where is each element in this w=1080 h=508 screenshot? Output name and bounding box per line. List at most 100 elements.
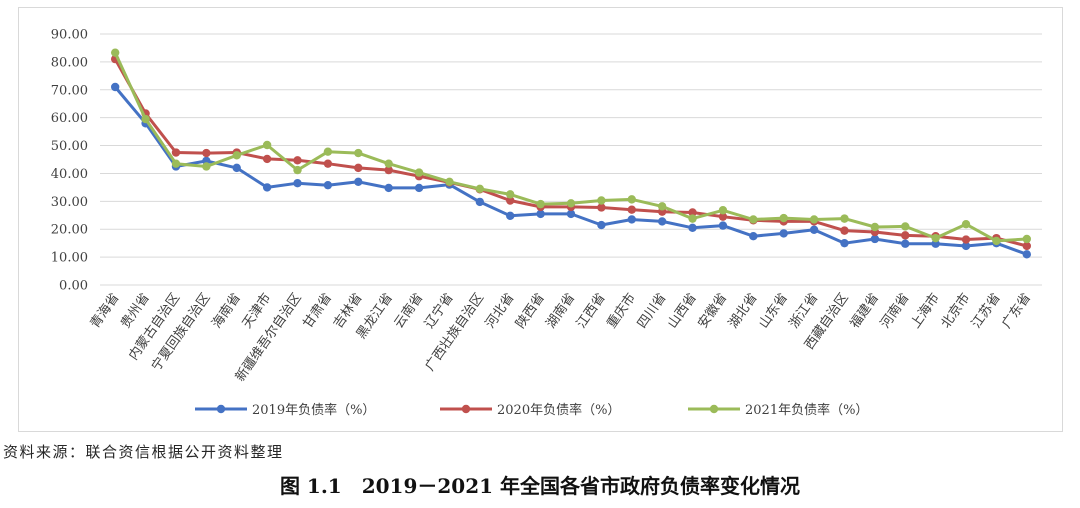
data-point-series-3 <box>262 140 272 150</box>
x-tick-label: 甘肃省 <box>301 291 336 332</box>
x-tick-label: 四川省 <box>635 291 670 332</box>
data-point-series-1 <box>262 183 272 192</box>
data-point-series-1 <box>323 180 333 190</box>
chart-frame <box>18 7 1063 432</box>
x-tick-label: 湖北省 <box>726 291 761 332</box>
legend-marker-1 <box>216 404 226 414</box>
data-point-series-3 <box>354 148 363 158</box>
y-tick-label: 70.00 <box>51 83 88 98</box>
data-point-series-3 <box>870 222 880 232</box>
data-point-series-1 <box>293 179 302 188</box>
data-point-series-3 <box>323 147 333 156</box>
legend-marker-3 <box>709 404 719 414</box>
data-point-series-3 <box>627 195 636 204</box>
data-point-series-3 <box>657 202 667 211</box>
data-point-series-1 <box>354 177 363 187</box>
x-tick-label: 安徽省 <box>696 291 731 332</box>
x-tick-label: 山西省 <box>665 291 700 332</box>
data-point-series-1 <box>840 238 849 248</box>
y-tick-label: 0.00 <box>59 279 88 294</box>
x-tick-label: 江西省 <box>574 291 609 332</box>
source-note: 资料来源：联合资信根据公开资料整理 <box>3 443 284 461</box>
data-point-series-2 <box>688 208 697 217</box>
data-point-series-2 <box>171 148 181 157</box>
x-tick-label: 河北省 <box>483 291 518 332</box>
data-point-series-3 <box>901 222 910 231</box>
data-point-series-1 <box>718 221 728 230</box>
data-point-series-2 <box>901 231 910 240</box>
x-tick-label: 重庆市 <box>604 290 639 331</box>
legend-label-3: 2021年负债率（%） <box>745 402 868 418</box>
data-point-series-3 <box>171 159 181 168</box>
data-point-series-2 <box>293 156 302 165</box>
y-tick-label: 90.00 <box>51 28 88 43</box>
y-tick-label: 30.00 <box>51 195 88 210</box>
legend-label-1: 2019年负债率（%） <box>252 402 375 418</box>
data-point-series-3 <box>961 220 971 229</box>
data-point-series-1 <box>870 234 880 244</box>
y-tick-label: 10.00 <box>51 251 88 266</box>
y-tick-label: 40.00 <box>51 167 88 182</box>
data-point-series-1 <box>475 197 485 207</box>
x-tick-label: 陕西省 <box>513 291 548 332</box>
data-point-series-1 <box>506 211 515 221</box>
data-point-series-3 <box>293 165 302 175</box>
data-point-series-1 <box>414 183 424 193</box>
data-point-series-3 <box>414 168 424 177</box>
y-tick-label: 20.00 <box>51 223 88 238</box>
data-point-series-1 <box>779 229 788 238</box>
data-point-series-1 <box>232 163 241 173</box>
x-tick-label: 上海市 <box>907 290 942 331</box>
data-point-series-3 <box>931 233 940 243</box>
legend-marker-2 <box>461 404 471 414</box>
y-tick-label: 60.00 <box>51 111 88 126</box>
data-point-series-1 <box>657 217 667 226</box>
data-point-series-3 <box>141 114 150 124</box>
data-point-series-1 <box>688 223 697 233</box>
data-point-series-1 <box>1022 250 1032 259</box>
figure-caption: 图 1.1 2019－2021 年全国各省市政府负债率变化情况 <box>279 474 801 498</box>
data-point-series-2 <box>961 235 971 244</box>
data-point-series-3 <box>809 215 819 224</box>
data-point-series-1 <box>597 220 606 230</box>
line-chart: 0.00 10.00 20.00 30.00 40.00 50.00 60.00 70.00 8… <box>51 28 1042 418</box>
data-point-series-3 <box>110 48 120 57</box>
data-point-series-2 <box>262 154 272 164</box>
data-point-series-3 <box>597 196 606 205</box>
data-point-series-2 <box>840 226 849 235</box>
data-point-series-3 <box>688 214 697 223</box>
data-point-series-3 <box>384 159 393 168</box>
x-tick-label: 福建省 <box>847 291 882 332</box>
data-point-series-2 <box>627 205 636 214</box>
data-point-series-3 <box>718 206 728 215</box>
x-tick-label: 广东省 <box>999 291 1034 332</box>
data-point-series-3 <box>1022 234 1032 244</box>
data-point-series-3 <box>445 177 454 187</box>
data-point-series-3 <box>536 199 545 209</box>
data-point-series-1 <box>749 231 758 241</box>
x-tick-label: 湖南省 <box>543 290 578 331</box>
x-tick-label: 江苏省 <box>968 290 1003 331</box>
data-point-series-2 <box>506 196 515 205</box>
data-point-series-2 <box>1022 241 1032 251</box>
data-point-series-2 <box>384 165 393 175</box>
data-point-series-1 <box>110 82 120 92</box>
x-tick-label: 北京市 <box>938 290 973 331</box>
x-tick-label: 河南省 <box>877 290 912 331</box>
data-point-series-2 <box>597 203 606 212</box>
x-tick-label: 广西壮族自治区 <box>422 290 487 374</box>
legend-label-2: 2020年负债率（%） <box>497 402 620 418</box>
data-point-series-3 <box>506 190 515 199</box>
x-tick-label: 山东省 <box>756 291 791 332</box>
data-point-series-3 <box>992 236 1001 246</box>
data-point-series-1 <box>536 209 545 219</box>
x-tick-label: 海南省 <box>209 290 244 331</box>
data-point-series-1 <box>901 239 910 248</box>
data-point-series-3 <box>202 162 211 171</box>
data-point-series-2 <box>718 212 728 221</box>
data-point-series-3 <box>749 215 758 224</box>
data-point-series-3 <box>566 199 576 208</box>
y-tick-label: 50.00 <box>51 139 88 154</box>
data-point-series-1 <box>566 209 576 219</box>
data-point-series-3 <box>840 214 849 223</box>
